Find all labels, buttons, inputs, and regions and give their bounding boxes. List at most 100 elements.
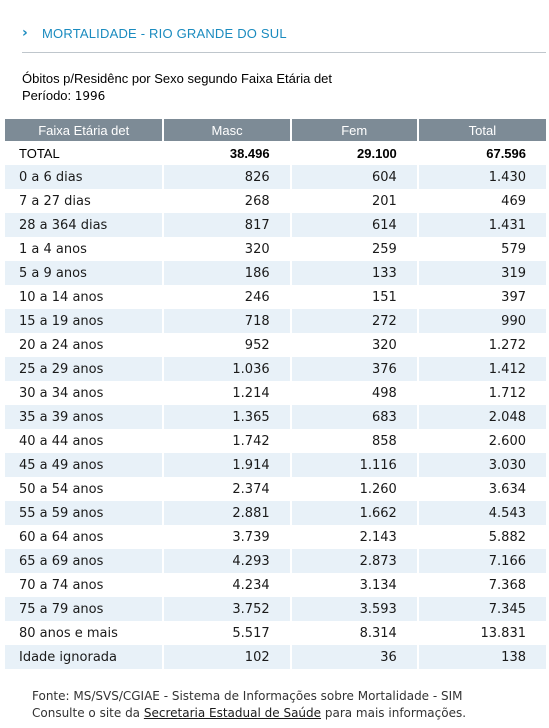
table-cell: 7.345 [418, 597, 546, 621]
table-cell: 151 [291, 285, 417, 309]
table-row: 80 anos e mais 5.517 8.314 13.831 [5, 621, 546, 645]
table-cell: 38.496 [164, 141, 290, 165]
table-cell: 3.752 [164, 597, 290, 621]
table-row: 28 a 364 dias 817 614 1.431 [5, 213, 546, 237]
table-row: 5 a 9 anos 186 133 319 [5, 261, 546, 285]
column-header-age: Faixa Etária det [5, 119, 163, 141]
table-cell: 30 a 34 anos [5, 381, 163, 405]
column-header-total: Total [418, 119, 546, 141]
table-cell: 1.036 [164, 357, 290, 381]
table-cell: 5.517 [164, 621, 290, 645]
chevron-right-icon: › [22, 25, 28, 41]
source-note: Fonte: MS/SVS/CGIAE - Sistema de Informa… [32, 689, 463, 703]
table-cell: 70 a 74 anos [5, 573, 163, 597]
table-row: 40 a 44 anos 1.742 858 2.600 [5, 429, 546, 453]
table-cell: 67.596 [418, 141, 546, 165]
table-cell: 1.412 [418, 357, 546, 381]
period-line: Período: 1996 [22, 87, 332, 105]
table-cell: 7.368 [418, 573, 546, 597]
table-cell: 2.873 [291, 549, 417, 573]
table-cell: 28 a 364 dias [5, 213, 163, 237]
table-cell: 2.600 [418, 429, 546, 453]
table-cell: 1.712 [418, 381, 546, 405]
table-cell: 3.739 [164, 525, 290, 549]
table-row: 45 a 49 anos 1.914 1.116 3.030 [5, 453, 546, 477]
table-cell: 1.260 [291, 477, 417, 501]
table-cell: 13.831 [418, 621, 546, 645]
table-cell: 1.272 [418, 333, 546, 357]
table-cell: 40 a 44 anos [5, 429, 163, 453]
table-cell: 614 [291, 213, 417, 237]
table-cell: TOTAL [5, 141, 163, 165]
table-row: 50 a 54 anos 2.374 1.260 3.634 [5, 477, 546, 501]
table-row: 7 a 27 dias 268 201 469 [5, 189, 546, 213]
table-cell: 469 [418, 189, 546, 213]
table-cell: 1.742 [164, 429, 290, 453]
table-cell: 5 a 9 anos [5, 261, 163, 285]
table-cell: 201 [291, 189, 417, 213]
table-cell: 683 [291, 405, 417, 429]
table-cell: 29.100 [291, 141, 417, 165]
table-cell: 1.431 [418, 213, 546, 237]
table-cell: 1.116 [291, 453, 417, 477]
table-cell: 498 [291, 381, 417, 405]
table-cell: 5.882 [418, 525, 546, 549]
total-row: TOTAL 38.496 29.100 67.596 [5, 141, 546, 165]
mortality-table: Faixa Etária det Masc Fem Total TOTAL 38… [3, 119, 548, 669]
table-cell: 50 a 54 anos [5, 477, 163, 501]
table-cell: 320 [291, 333, 417, 357]
table-cell: 376 [291, 357, 417, 381]
table-cell: 55 a 59 anos [5, 501, 163, 525]
table-cell: 2.048 [418, 405, 546, 429]
table-cell: 25 a 29 anos [5, 357, 163, 381]
table-cell: 133 [291, 261, 417, 285]
table-cell: 858 [291, 429, 417, 453]
report-subtitle: Óbitos p/Residênc por Sexo segundo Faixa… [22, 70, 332, 105]
table-cell: 4.543 [418, 501, 546, 525]
table-body: TOTAL 38.496 29.100 67.596 0 a 6 dias 826… [5, 141, 546, 669]
table-cell: 186 [164, 261, 290, 285]
table-cell: 319 [418, 261, 546, 285]
report-description: Óbitos p/Residênc por Sexo segundo Faixa… [22, 71, 333, 86]
table-row: 75 a 79 anos 3.752 3.593 7.345 [5, 597, 546, 621]
table-cell: 1.662 [291, 501, 417, 525]
table-row: 65 a 69 anos 4.293 2.873 7.166 [5, 549, 546, 573]
table-cell: 1 a 4 anos [5, 237, 163, 261]
table-cell: 4.234 [164, 573, 290, 597]
table-row: 20 a 24 anos 952 320 1.272 [5, 333, 546, 357]
page-title: MORTALIDADE - RIO GRANDE DO SUL [42, 26, 287, 41]
table-row: 0 a 6 dias 826 604 1.430 [5, 165, 546, 189]
consult-note: Consulte o site da Secretaria Estadual d… [32, 705, 466, 722]
table-cell: 817 [164, 213, 290, 237]
table-row: 55 a 59 anos 2.881 1.662 4.543 [5, 501, 546, 525]
table-cell: 45 a 49 anos [5, 453, 163, 477]
table-cell: 102 [164, 645, 290, 669]
table-cell: 2.881 [164, 501, 290, 525]
table-cell: 1.365 [164, 405, 290, 429]
table-row: 30 a 34 anos 1.214 498 1.712 [5, 381, 546, 405]
table-row: 15 a 19 anos 718 272 990 [5, 309, 546, 333]
table-cell: 826 [164, 165, 290, 189]
table-cell: 80 anos e mais [5, 621, 163, 645]
table-row: 10 a 14 anos 246 151 397 [5, 285, 546, 309]
table-cell: 4.293 [164, 549, 290, 573]
table-cell: 36 [291, 645, 417, 669]
table-cell: 3.634 [418, 477, 546, 501]
table-cell: 7.166 [418, 549, 546, 573]
table-cell: 8.314 [291, 621, 417, 645]
table-cell: 320 [164, 237, 290, 261]
table-cell: 3.030 [418, 453, 546, 477]
table-cell: 2.374 [164, 477, 290, 501]
table-cell: 2.143 [291, 525, 417, 549]
table-cell: 268 [164, 189, 290, 213]
consult-prefix: Consulte o site da [32, 706, 141, 720]
table-cell: 952 [164, 333, 290, 357]
secretaria-link[interactable]: Secretaria Estadual de Saúde [143, 706, 322, 720]
table-cell: 1.214 [164, 381, 290, 405]
table-cell: 7 a 27 dias [5, 189, 163, 213]
column-header-male: Masc [164, 119, 290, 141]
table-cell: 60 a 64 anos [5, 525, 163, 549]
table-cell: 15 a 19 anos [5, 309, 163, 333]
table-cell: 10 a 14 anos [5, 285, 163, 309]
period-value: 1996 [74, 89, 106, 103]
